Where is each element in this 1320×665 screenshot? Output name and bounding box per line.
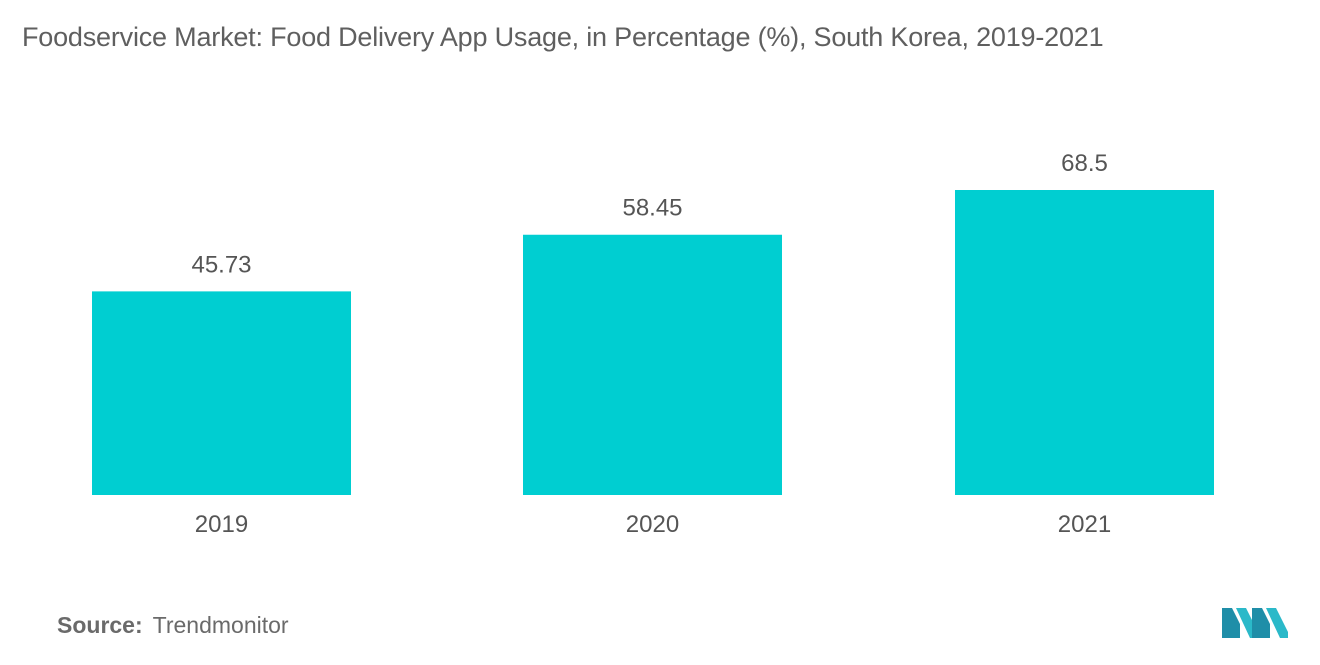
bar-chart: 45.73 2019 58.45 2020 68.5 2021 bbox=[92, 150, 1214, 538]
mordor-intelligence-logo-icon bbox=[1222, 608, 1288, 638]
x-tick-label-2019: 2019 bbox=[195, 511, 248, 538]
bar-2021 bbox=[955, 190, 1214, 495]
source-note: Source: Trendmonitor bbox=[57, 612, 289, 639]
source-value: Trendmonitor bbox=[152, 612, 289, 638]
data-label-2021: 68.5 bbox=[1061, 150, 1108, 177]
x-tick-label-2020: 2020 bbox=[626, 511, 679, 538]
bar-2020 bbox=[523, 234, 782, 495]
bar-2019 bbox=[92, 291, 351, 495]
x-tick-label-2021: 2021 bbox=[1058, 511, 1111, 538]
data-label-2020: 58.45 bbox=[622, 195, 682, 222]
chart-title: Foodservice Market: Food Delivery App Us… bbox=[22, 22, 1104, 52]
data-label-2019: 45.73 bbox=[191, 251, 251, 278]
source-label: Source: bbox=[57, 612, 143, 638]
